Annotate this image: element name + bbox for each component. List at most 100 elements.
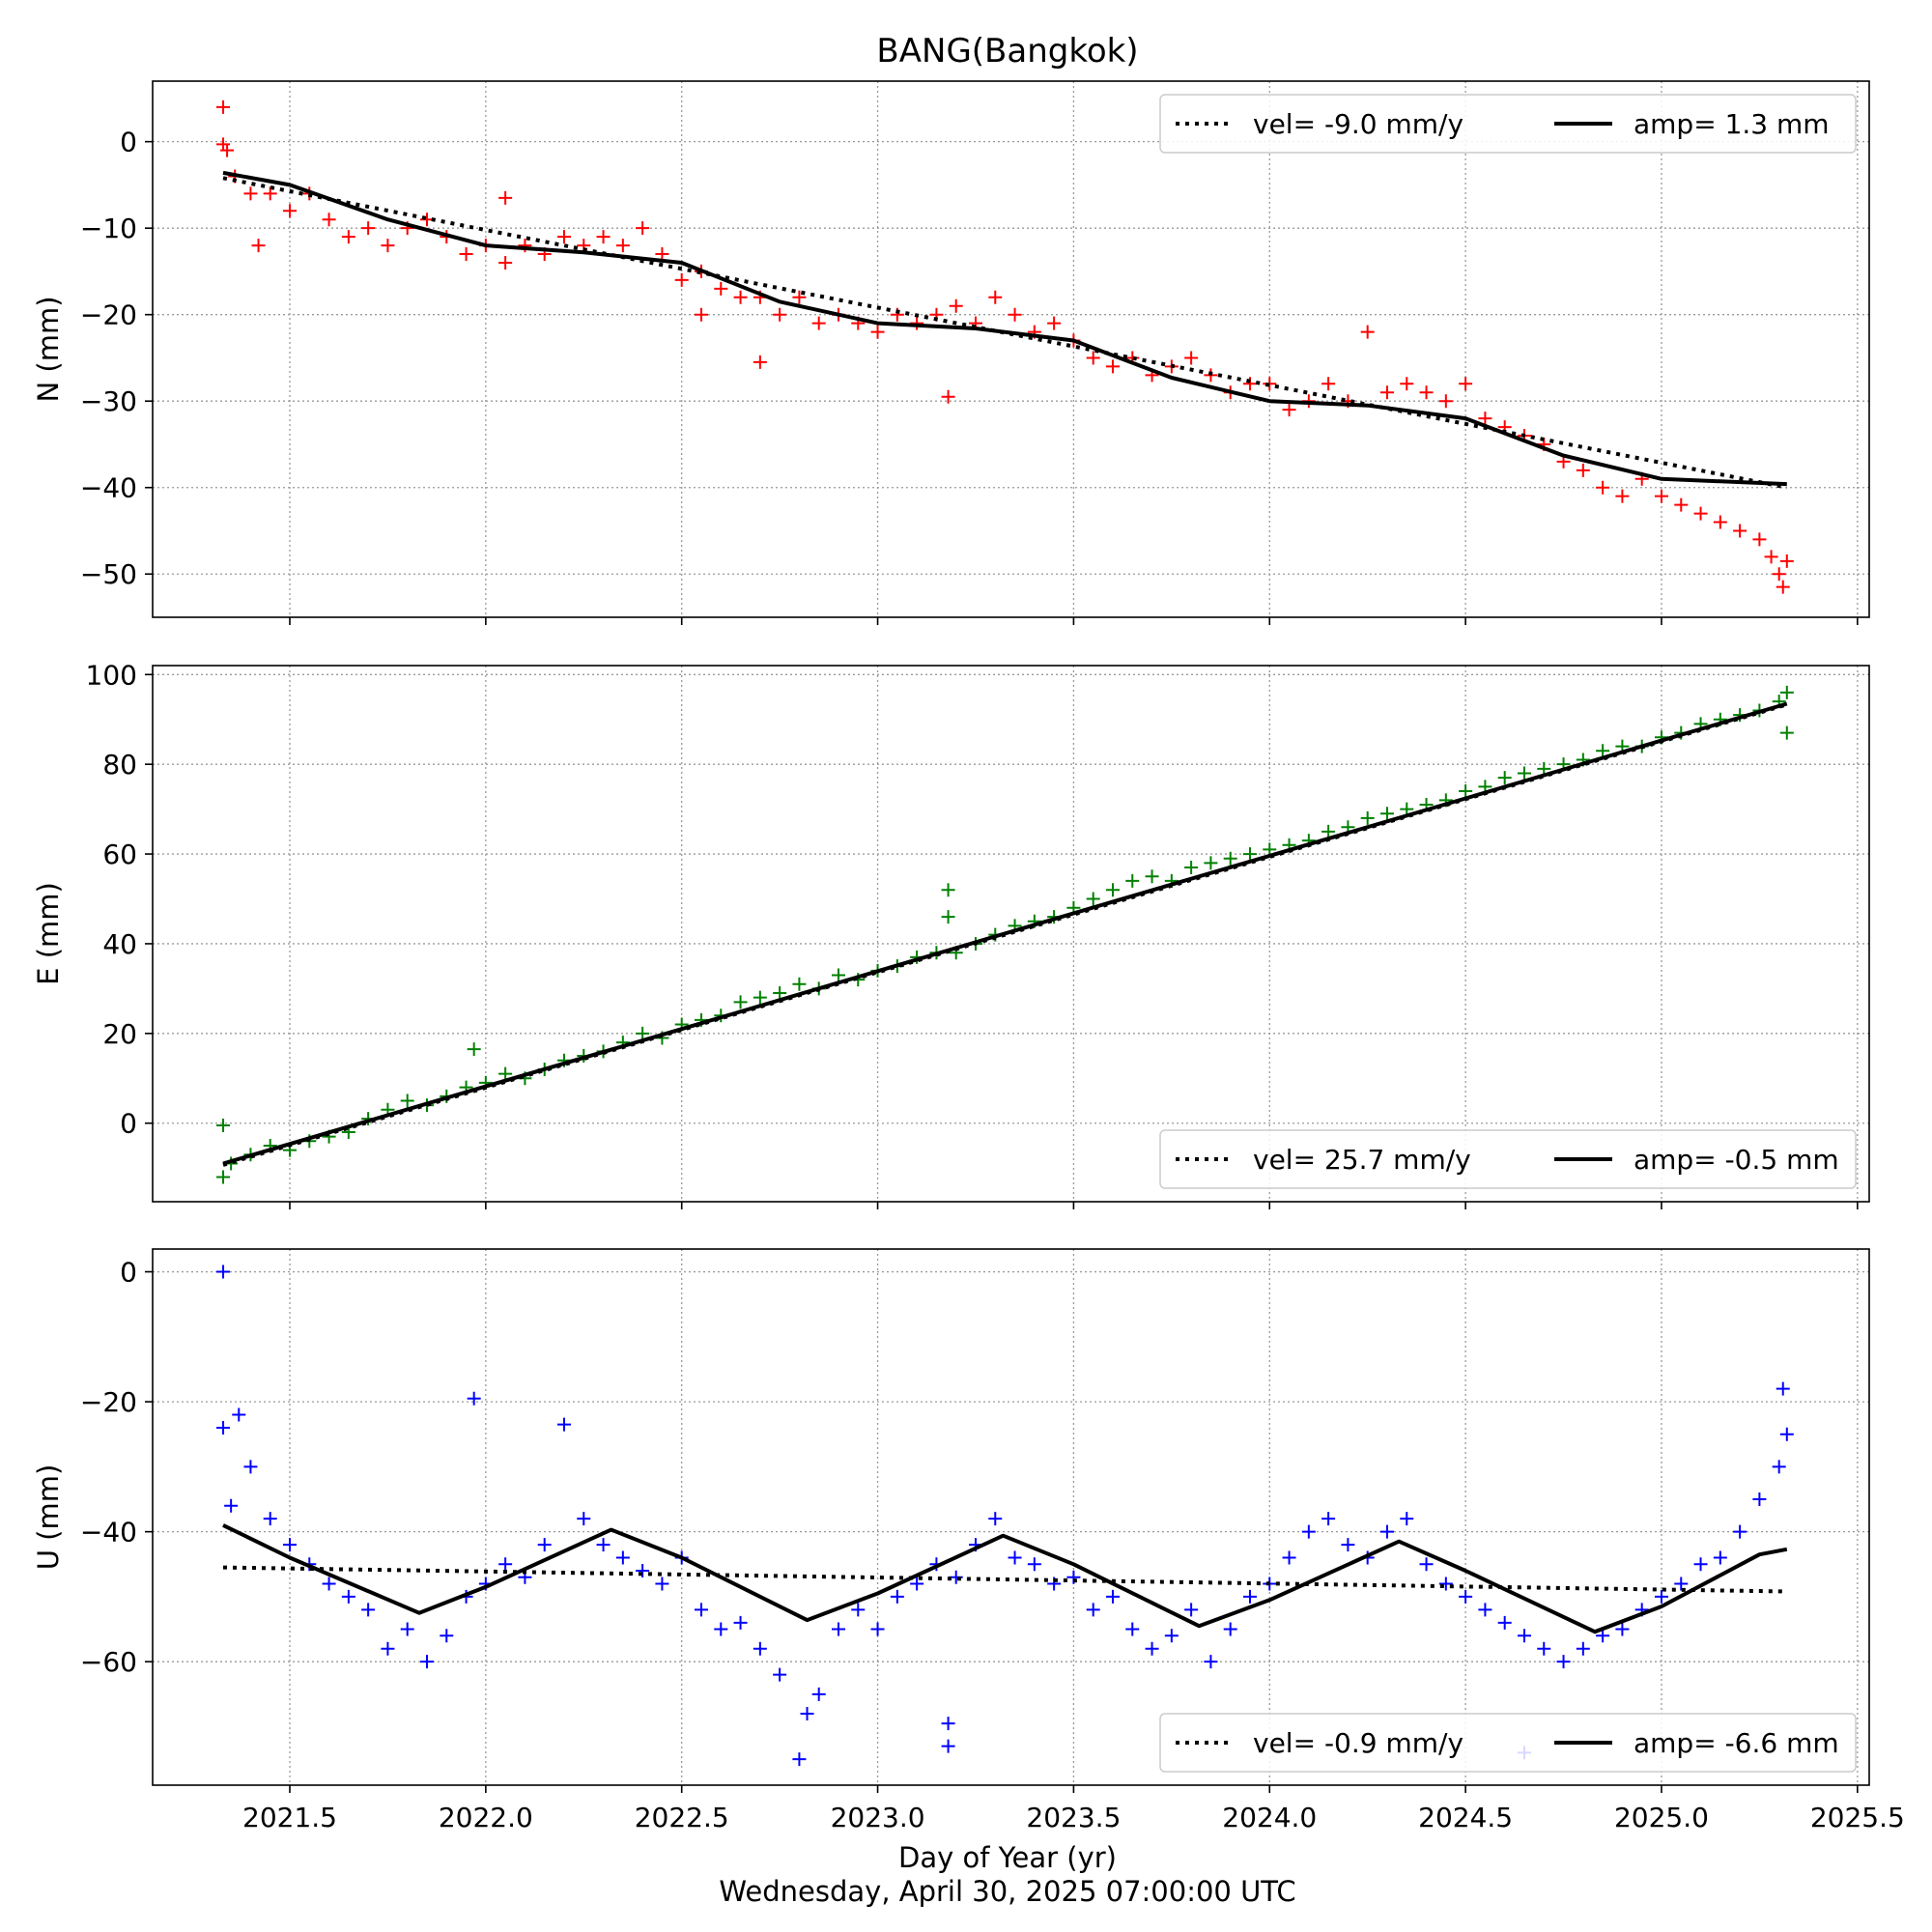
- y-tick-label: 80: [102, 749, 137, 781]
- y-tick-label: 0: [120, 127, 137, 158]
- data-point: [1779, 554, 1794, 568]
- data-point: [1772, 1460, 1786, 1474]
- data-point: [216, 99, 231, 114]
- axes-frame-U: [152, 1248, 1870, 1786]
- data-point: [1105, 883, 1120, 897]
- data-point: [251, 239, 266, 253]
- data-point: [733, 995, 748, 1009]
- data-point: [1713, 515, 1727, 529]
- data-point: [440, 1629, 454, 1643]
- legend-box: [1159, 1129, 1857, 1189]
- data-point: [1086, 351, 1100, 365]
- y-tick-label: −40: [80, 472, 137, 504]
- panel-E: 0 20 40 60 80 100 E (mm) vel= 25.7 mm/y amp= -0.…: [32, 659, 1870, 1209]
- x-tick-label: 2024.0: [1222, 1802, 1317, 1833]
- data-point: [1360, 325, 1375, 339]
- data-point: [1497, 771, 1512, 785]
- data-point: [1438, 1577, 1453, 1591]
- data-point: [674, 272, 689, 287]
- data-point: [636, 1564, 650, 1577]
- data-point: [1419, 385, 1434, 400]
- data-point: [243, 1460, 258, 1474]
- data-point: [615, 239, 630, 253]
- data-point: [1713, 1550, 1727, 1565]
- data-point: [220, 143, 235, 157]
- data-point: [400, 1622, 414, 1636]
- data-point: [1184, 1603, 1199, 1617]
- x-tick-label: 2022.0: [439, 1802, 533, 1833]
- data-point: [498, 1066, 513, 1081]
- data-point: [773, 1667, 787, 1682]
- data-point: [1674, 1577, 1689, 1591]
- legend-vel-label: vel= -9.0 mm/y: [1253, 108, 1463, 140]
- data-point: [1008, 307, 1022, 322]
- data-point: [890, 1589, 904, 1604]
- axes-frame-N: [152, 80, 1870, 618]
- data-point: [381, 1641, 395, 1656]
- legend-amp-label: amp= -0.5 mm: [1634, 1144, 1839, 1176]
- data-point: [361, 1603, 376, 1617]
- data-point: [1779, 1427, 1794, 1441]
- data-point: [282, 204, 297, 218]
- data-point: [1321, 377, 1336, 391]
- data-point: [733, 290, 748, 304]
- data-point: [753, 990, 767, 1005]
- data-point: [1145, 1641, 1159, 1656]
- legend-E: vel= 25.7 mm/y amp= -0.5 mm: [1159, 1129, 1857, 1189]
- y-axis-label-N: N (mm): [32, 296, 65, 402]
- y-tick-label: −10: [80, 213, 137, 244]
- y-tick-label: −40: [80, 1517, 137, 1548]
- data-point: [1223, 851, 1237, 866]
- data-point: [1693, 1557, 1708, 1572]
- data-point: [1321, 1512, 1336, 1526]
- data-point: [870, 1622, 885, 1636]
- data-point: [1242, 377, 1257, 391]
- data-point: [1654, 489, 1668, 503]
- data-point: [811, 316, 826, 330]
- data-point: [1693, 506, 1708, 521]
- data-point: [216, 1170, 231, 1184]
- data-point: [1576, 463, 1590, 477]
- data-point: [1596, 1629, 1610, 1643]
- data-point: [1086, 1603, 1100, 1617]
- data-point: [988, 1512, 1003, 1526]
- axes-frame-E: [152, 665, 1870, 1203]
- panels: 0 −10 −20 −30 −40 −50 N (mm) vel= -9.0 mm/y amp=…: [32, 80, 1905, 1833]
- y-tick-label: −20: [80, 1386, 137, 1418]
- data-point: [1086, 892, 1100, 906]
- data-point: [1282, 1550, 1296, 1565]
- legend-U: vel= -0.9 mm/y amp= -6.6 mm: [1159, 1713, 1857, 1773]
- data-point: [1517, 766, 1531, 781]
- x-tick-label: 2025.0: [1614, 1802, 1709, 1833]
- data-point: [1779, 685, 1794, 699]
- y-axis-label-U: U (mm): [32, 1464, 65, 1571]
- data-point: [216, 1119, 231, 1133]
- data-point: [1438, 394, 1453, 409]
- data-point: [1184, 860, 1199, 874]
- data-point: [577, 1512, 591, 1526]
- data-point: [910, 1577, 924, 1591]
- data-point: [1400, 1512, 1414, 1526]
- data-point: [1517, 1629, 1531, 1643]
- y-tick-label: 0: [120, 1257, 137, 1289]
- data-point: [224, 1498, 239, 1513]
- data-point: [1204, 856, 1218, 870]
- footer-timestamp: Wednesday, April 30, 2025 07:00:00 UTC: [719, 1875, 1295, 1908]
- data-point: [1497, 1615, 1512, 1630]
- data-point: [1776, 580, 1790, 594]
- data-point: [1459, 784, 1473, 799]
- data-point: [1379, 807, 1394, 821]
- data-point: [556, 1417, 571, 1432]
- amp-line-U: [222, 1523, 1788, 1634]
- data-point: [773, 986, 787, 1001]
- data-point: [1772, 567, 1786, 582]
- data-point: [733, 1615, 748, 1630]
- data-point: [1321, 824, 1336, 838]
- data-point: [596, 1538, 611, 1552]
- data-point: [636, 1026, 650, 1040]
- y-tick-label: 100: [86, 659, 137, 691]
- data-point: [341, 230, 355, 244]
- data-point: [1674, 497, 1689, 512]
- data-point: [811, 1687, 826, 1701]
